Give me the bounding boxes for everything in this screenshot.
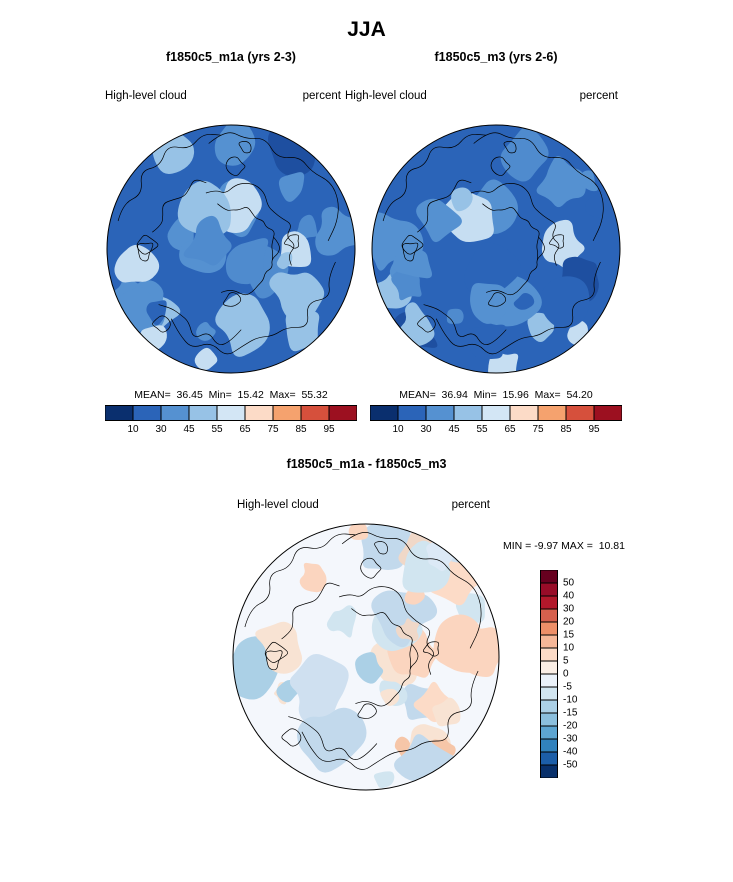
left-panel-subtitle: f1850c5_m1a (yrs 2-3) — [166, 50, 296, 64]
colorbar-right — [370, 405, 622, 421]
colorbar-tick-label: -40 — [563, 746, 578, 758]
colorbar-tick-label: -50 — [563, 759, 578, 771]
colorbar-tick-label: 45 — [183, 424, 195, 435]
colorbar-tick-label: 85 — [560, 424, 572, 435]
colorbar-left — [105, 405, 357, 421]
difference-title: f1850c5_m1a - f1850c5_m3 — [286, 457, 447, 471]
colorbar-tick-label: -30 — [563, 733, 578, 745]
difference-units-label: percent — [451, 499, 490, 511]
colorbar-tick-label: 95 — [588, 424, 600, 435]
right-panel-subtitle: f1850c5_m3 (yrs 2-6) — [434, 50, 558, 64]
colorbar-tick-label: 65 — [239, 424, 251, 435]
right-units-label: percent — [579, 90, 618, 102]
colorbar-tick-label: 75 — [267, 424, 279, 435]
colorbar-tick-label: 75 — [532, 424, 544, 435]
colorbar-right-ticks: 10 30 45 55 65 75 85 95 — [370, 424, 622, 436]
colorbar-tick-label: 95 — [323, 424, 335, 435]
colorbar-tick-label: 65 — [504, 424, 516, 435]
right-field-label: High-level cloud — [345, 90, 427, 102]
colorbar-tick-label: 10 — [392, 424, 404, 435]
colorbar-tick-label: 5 — [563, 655, 569, 667]
colorbar-tick-label: 30 — [420, 424, 432, 435]
right-panel-label-row: High-level cloud percent — [345, 90, 618, 102]
colorbar-tick-label: 30 — [563, 603, 575, 615]
colorbar-tick-label: -10 — [563, 694, 578, 706]
colorbar-tick-label: 10 — [563, 642, 575, 654]
left-field-label: High-level cloud — [105, 90, 187, 102]
colorbar-tick-label: 55 — [476, 424, 488, 435]
right-stats-line: MEAN= 36.94 Min= 15.96 Max= 54.20 — [399, 389, 593, 401]
difference-minmax-line: MIN = -9.97 MAX = 10.81 — [503, 540, 625, 552]
colorbar-left-ticks: 10 30 45 55 65 75 85 95 — [105, 424, 357, 436]
colorbar-tick-label: 85 — [295, 424, 307, 435]
colorbar-tick-label: 0 — [563, 668, 569, 680]
colorbar-tick-label: 30 — [155, 424, 167, 435]
colorbar-tick-label: -5 — [563, 681, 572, 693]
colorbar-difference — [540, 570, 558, 778]
colorbar-tick-label: 20 — [563, 616, 575, 628]
colorbar-tick-label: -20 — [563, 720, 578, 732]
difference-field-label: High-level cloud — [237, 499, 319, 511]
colorbar-tick-label: 15 — [563, 629, 575, 641]
colorbar-tick-label: 10 — [127, 424, 139, 435]
left-units-label: percent — [302, 90, 341, 102]
colorbar-tick-label: 40 — [563, 590, 575, 602]
polar-map-right — [371, 124, 621, 374]
polar-map-difference — [232, 523, 500, 791]
left-stats-line: MEAN= 36.45 Min= 15.42 Max= 55.32 — [134, 389, 328, 401]
colorbar-tick-label: 45 — [448, 424, 460, 435]
left-panel-label-row: High-level cloud percent — [105, 90, 341, 102]
colorbar-tick-label: -15 — [563, 707, 578, 719]
colorbar-tick-label: 55 — [211, 424, 223, 435]
difference-label-row: High-level cloud percent — [237, 499, 490, 511]
colorbar-tick-label: 50 — [563, 577, 575, 589]
season-title: JJA — [347, 18, 386, 41]
polar-map-left — [106, 124, 356, 374]
